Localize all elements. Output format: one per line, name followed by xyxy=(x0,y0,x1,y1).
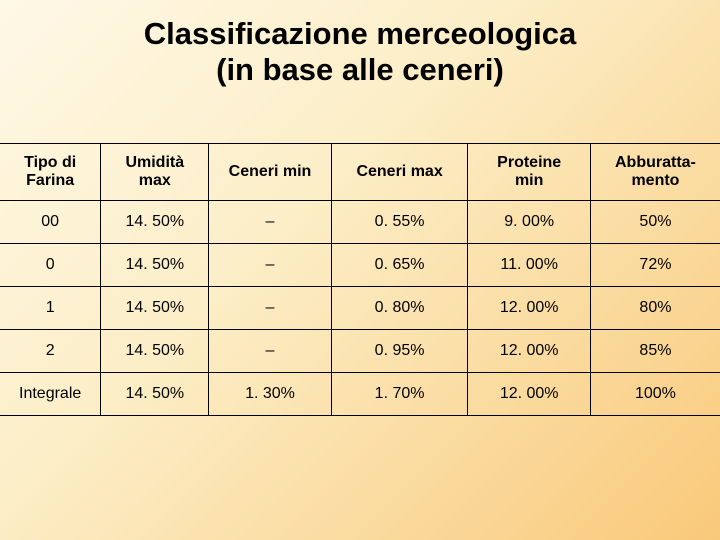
col-header-proteine: Proteinemin xyxy=(468,144,590,201)
table-cell: 14. 50% xyxy=(101,373,209,416)
table-cell: 50% xyxy=(590,201,720,244)
col-header-ceneri-min: Ceneri min xyxy=(209,144,331,201)
table-row: 114. 50%–0. 80%12. 00%80% xyxy=(0,287,720,330)
table-cell: 12. 00% xyxy=(468,330,590,373)
table-cell: – xyxy=(209,287,331,330)
table-row: Integrale14. 50%1. 30%1. 70%12. 00%100% xyxy=(0,373,720,416)
col-header-ceneri-max: Ceneri max xyxy=(331,144,468,201)
header-row: Tipo diFarina Umiditàmax Ceneri min Cene… xyxy=(0,144,720,201)
table-cell: 0. 95% xyxy=(331,330,468,373)
col-header-umidita: Umiditàmax xyxy=(101,144,209,201)
table-cell: 1 xyxy=(0,287,101,330)
col-header-tipo: Tipo diFarina xyxy=(0,144,101,201)
table-cell: 9. 00% xyxy=(468,201,590,244)
classification-table-container: Tipo diFarina Umiditàmax Ceneri min Cene… xyxy=(0,143,720,416)
table-cell: 00 xyxy=(0,201,101,244)
table-cell: 72% xyxy=(590,244,720,287)
table-cell: 100% xyxy=(590,373,720,416)
table-cell: 0 xyxy=(0,244,101,287)
table-cell: 2 xyxy=(0,330,101,373)
table-row: 014. 50%–0. 65%11. 00%72% xyxy=(0,244,720,287)
classification-table: Tipo diFarina Umiditàmax Ceneri min Cene… xyxy=(0,143,720,416)
table-cell: Integrale xyxy=(0,373,101,416)
title-line-2: (in base alle ceneri) xyxy=(216,52,504,87)
col-header-abburatta: Abburatta-mento xyxy=(590,144,720,201)
table-cell: 85% xyxy=(590,330,720,373)
table-cell: 0. 55% xyxy=(331,201,468,244)
table-row: 0014. 50%–0. 55%9. 00%50% xyxy=(0,201,720,244)
table-cell: – xyxy=(209,244,331,287)
table-cell: 14. 50% xyxy=(101,201,209,244)
table-body: 0014. 50%–0. 55%9. 00%50%014. 50%–0. 65%… xyxy=(0,201,720,416)
table-cell: 80% xyxy=(590,287,720,330)
table-cell: 1. 30% xyxy=(209,373,331,416)
table-cell: 14. 50% xyxy=(101,244,209,287)
table-cell: 0. 65% xyxy=(331,244,468,287)
table-cell: – xyxy=(209,201,331,244)
title-line-1: Classificazione merceologica xyxy=(144,16,576,51)
table-cell: 14. 50% xyxy=(101,287,209,330)
table-cell: – xyxy=(209,330,331,373)
table-cell: 0. 80% xyxy=(331,287,468,330)
slide-title: Classificazione merceologica (in base al… xyxy=(0,0,720,87)
table-cell: 12. 00% xyxy=(468,373,590,416)
table-head: Tipo diFarina Umiditàmax Ceneri min Cene… xyxy=(0,144,720,201)
table-row: 214. 50%–0. 95%12. 00%85% xyxy=(0,330,720,373)
table-cell: 1. 70% xyxy=(331,373,468,416)
table-cell: 11. 00% xyxy=(468,244,590,287)
table-cell: 12. 00% xyxy=(468,287,590,330)
table-cell: 14. 50% xyxy=(101,330,209,373)
